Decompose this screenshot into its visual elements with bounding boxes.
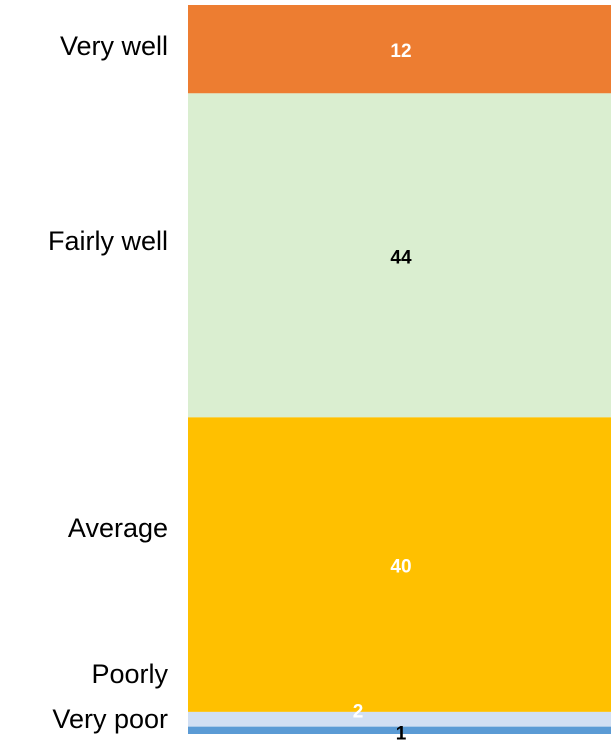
category-label: Fairly well: [48, 226, 168, 256]
category-label: Average: [68, 513, 168, 543]
data-label: 40: [390, 557, 411, 578]
category-label: Very poor: [52, 704, 168, 734]
data-label: 12: [390, 41, 411, 62]
data-label: 1: [396, 723, 407, 741]
data-label: 2: [353, 701, 364, 722]
bar-segment: [188, 417, 611, 712]
data-label: 44: [390, 247, 412, 268]
bar-segment: [188, 5, 611, 94]
bar-segment: [188, 711, 611, 727]
category-label: Poorly: [91, 659, 168, 689]
bar-segment: [188, 93, 611, 418]
category-label: Very well: [60, 31, 168, 61]
bar-segment: [188, 726, 611, 734]
